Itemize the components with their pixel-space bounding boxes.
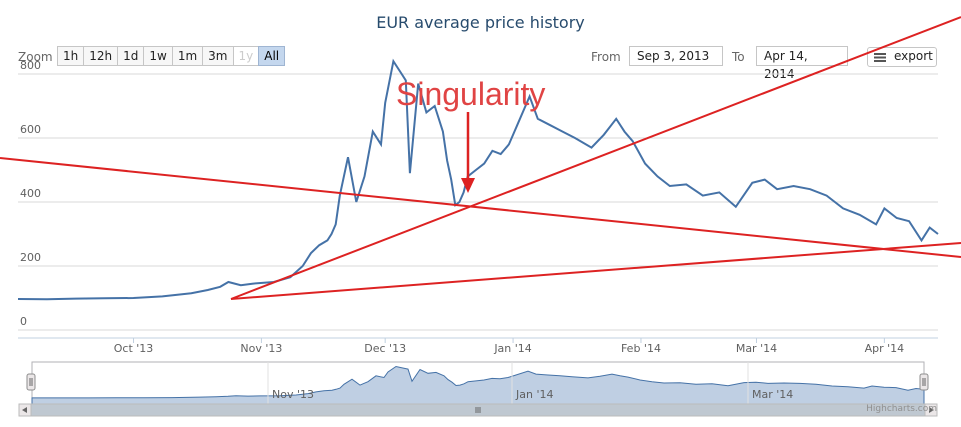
- x-tick-label: Dec '13: [364, 342, 406, 355]
- to-label: To: [732, 50, 745, 64]
- trendline-support: [230, 242, 961, 300]
- navigator-x-tick-label: Nov '13: [272, 388, 314, 401]
- y-tick-label: 600: [20, 123, 41, 136]
- annotation-overlay: Singularity: [0, 16, 961, 300]
- navigator-x-axis: Nov '13 Jan '14 Mar '14: [267, 362, 793, 404]
- grid-lines: [18, 73, 938, 331]
- y-tick-label: 200: [20, 251, 41, 264]
- x-tick-label: Oct '13: [114, 342, 154, 355]
- zoom-button-group: 1h 12h 1d 1w 1m 3m 1y All: [57, 46, 286, 66]
- navigator-right-handle[interactable]: [919, 373, 929, 391]
- zoom-1w-button[interactable]: 1w: [143, 46, 173, 66]
- navigator-left-handle[interactable]: [26, 373, 36, 391]
- x-tick-label: Feb '14: [621, 342, 661, 355]
- navigator-x-tick-label: Jan '14: [515, 388, 553, 401]
- trendline-ascending: [230, 16, 961, 300]
- from-date-input[interactable]: Sep 3, 2013: [629, 46, 723, 66]
- zoom-all-button[interactable]: All: [258, 46, 286, 66]
- zoom-label: Zoom: [18, 50, 53, 64]
- x-axis: Oct '13 Nov '13 Dec '13 Jan '14 Feb '14 Mar '…: [114, 338, 904, 355]
- credits-link[interactable]: Highcharts.com: [866, 404, 937, 414]
- x-tick-label: Apr '14: [865, 342, 905, 355]
- export-label: export: [894, 49, 933, 63]
- x-tick-label: Mar '14: [736, 342, 777, 355]
- x-tick-label: Nov '13: [240, 342, 282, 355]
- y-tick-label: 800: [20, 59, 41, 72]
- menu-icon: [874, 53, 886, 62]
- from-label: From: [591, 50, 621, 64]
- x-tick-label: Jan '14: [493, 342, 531, 355]
- export-button[interactable]: export: [867, 47, 937, 67]
- navigator-series-area: [31, 365, 925, 405]
- arrow-left-icon: [22, 407, 27, 413]
- trendline-descending: [0, 157, 961, 258]
- chart-title: EUR average price history: [376, 13, 585, 32]
- singularity-label: Singularity: [396, 76, 545, 112]
- arrow-right-icon: [929, 407, 934, 413]
- y-tick-label: 400: [20, 187, 41, 200]
- y-tick-label: 0: [20, 315, 27, 328]
- scrollbar[interactable]: [18, 403, 938, 417]
- annotation-arrow-head: [461, 178, 475, 193]
- price-series-line: [17, 58, 939, 301]
- navigator[interactable]: Nov '13 Jan '14 Mar '14: [26, 361, 929, 405]
- y-axis: 0 200 400 600 800: [20, 59, 41, 328]
- navigator-x-tick-label: Mar '14: [752, 388, 793, 401]
- zoom-1m-button[interactable]: 1m: [171, 46, 204, 66]
